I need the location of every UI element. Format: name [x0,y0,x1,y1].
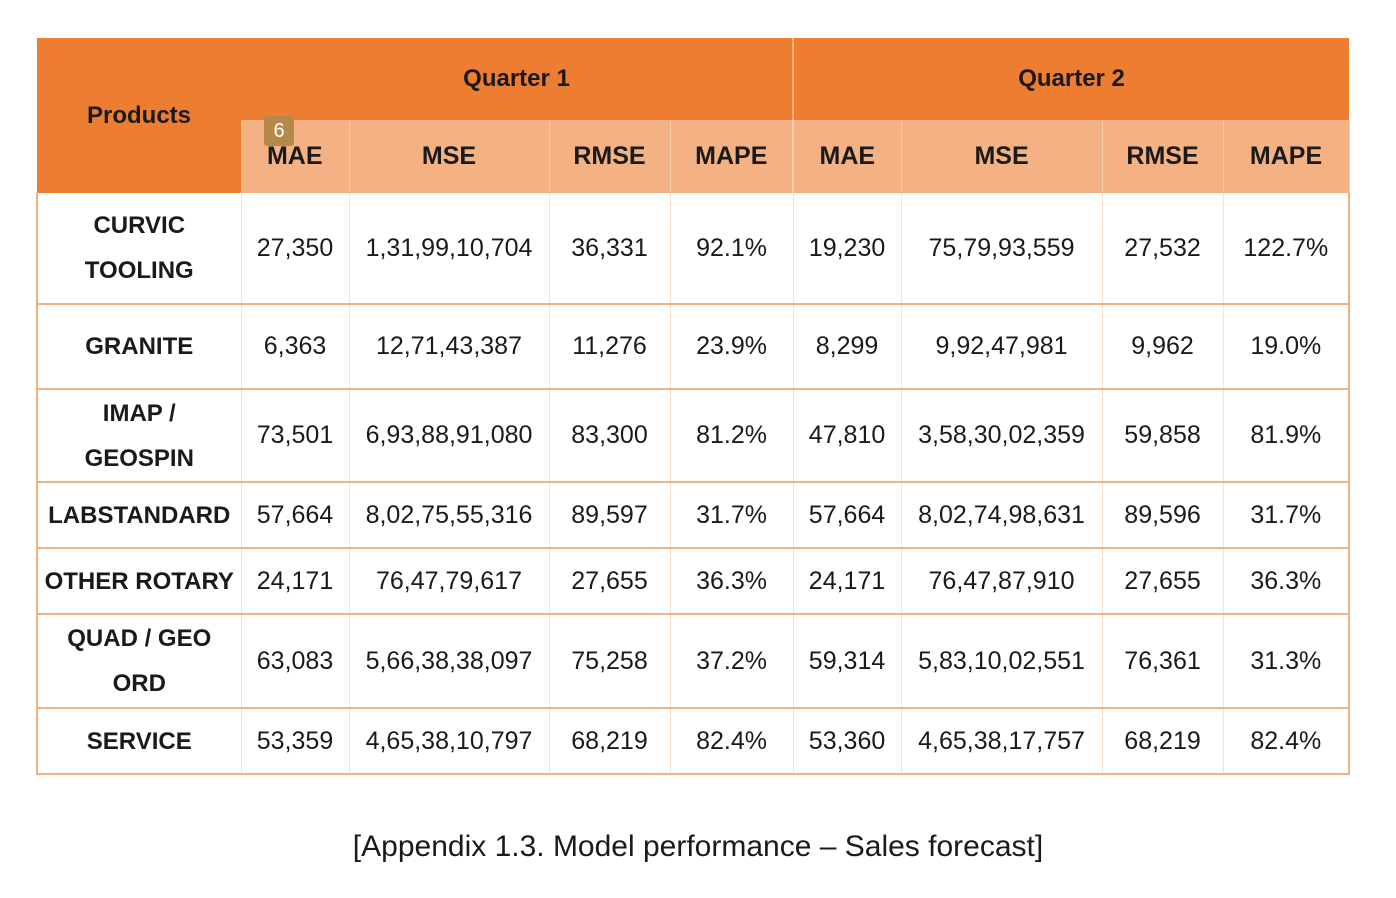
q1-mae-cell: 53,359 [241,708,350,774]
product-cell: SERVICE [36,708,242,774]
q1-mape-cell: 36.3% [670,548,794,614]
product-cell: GRANITE [36,304,242,389]
q2-mape-cell: 122.7% [1223,193,1351,304]
q2-mse-cell: 76,47,87,910 [901,548,1103,614]
q2-mse-cell: 9,92,47,981 [901,304,1103,389]
q1-mape-cell: 92.1% [670,193,794,304]
q1-rmse-cell: 27,655 [549,548,671,614]
q2-mse-cell: 4,65,38,17,757 [901,708,1103,774]
q2-mape-cell: 36.3% [1223,548,1351,614]
q1-mse-cell: 6,93,88,91,080 [349,389,550,482]
metric-header-q1-mse: MSE [349,120,550,193]
table-row: LABSTANDARD 57,664 8,02,75,55,316 89,597… [36,482,1351,548]
q2-mape-cell: 31.7% [1223,482,1351,548]
product-cell: LABSTANDARD [36,482,242,548]
q2-mse-cell: 75,79,93,559 [901,193,1103,304]
product-cell: OTHER ROTARY [36,548,242,614]
product-cell: QUAD / GEO ORD [36,614,242,708]
product-name-line1: LABSTANDARD [48,501,231,529]
header-row-quarters: Products Quarter 1 Quarter 2 [37,38,1350,193]
q1-rmse-cell: 83,300 [549,389,671,482]
metric-header-q2-mae: MAE [792,120,902,193]
q2-mape-cell: 82.4% [1223,708,1351,774]
q1-mape-cell: 37.2% [670,614,794,708]
products-header: Products [37,38,241,193]
q1-mae-cell: 24,171 [241,548,350,614]
q2-rmse-cell: 89,596 [1102,482,1224,548]
product-name-line1: IMAP / [102,399,176,427]
q1-mae-cell: 27,350 [241,193,350,304]
product-name-line1: QUAD / GEO [67,625,212,652]
product-name-line2: ORD [112,670,166,697]
q1-mae-cell: 6,363 [241,304,350,389]
q1-mape-cell: 81.2% [670,389,794,482]
table-caption: [Appendix 1.3. Model performance – Sales… [352,830,1044,863]
product-name-line2: TOOLING [84,257,194,284]
q2-rmse-cell: 68,219 [1102,708,1224,774]
q1-rmse-cell: 11,276 [549,304,671,389]
header-row-metrics: 6 MAE MSE RMSE MAPE MAE MSE RMSE MAPE [37,116,1350,193]
metric-header-q1-rmse: RMSE [549,120,671,193]
q2-rmse-cell: 59,858 [1102,389,1224,482]
q2-mae-cell: 53,360 [792,708,902,774]
q1-rmse-cell: 89,597 [549,482,671,548]
product-name-line1: CURVIC [93,212,186,239]
model-performance-table-container: Products Quarter 1 Quarter 2 6 MAE MSE R… [36,38,1351,775]
q2-mae-cell: 59,314 [792,614,902,708]
quarter-2-header: Quarter 2 [792,38,1350,120]
q1-mse-cell: 4,65,38,10,797 [349,708,550,774]
metric-header-q2-mse: MSE [901,120,1103,193]
product-name-line1: GRANITE [85,333,194,360]
table-row: OTHER ROTARY 24,171 76,47,79,617 27,655 … [36,548,1351,614]
q1-mse-cell: 76,47,79,617 [349,548,550,614]
product-name-line2: GEOSPIN [84,444,194,472]
q1-mse-cell: 12,71,43,387 [349,304,550,389]
q1-mape-cell: 82.4% [670,708,794,774]
q2-mae-cell: 57,664 [792,482,902,548]
product-name-line1: SERVICE [86,727,192,755]
q1-rmse-cell: 36,331 [549,193,671,304]
metric-header-q2-rmse: RMSE [1102,120,1224,193]
q1-mape-cell: 23.9% [670,304,794,389]
table-row: GRANITE 6,363 12,71,43,387 11,276 23.9% … [36,304,1351,389]
q2-mae-cell: 8,299 [792,304,902,389]
q1-mae-cell: 73,501 [241,389,350,482]
q2-rmse-cell: 27,532 [1102,193,1224,304]
q2-mae-cell: 47,810 [792,389,902,482]
q2-mae-cell: 19,230 [792,193,902,304]
product-cell: IMAP / GEOSPIN [36,389,242,482]
q2-rmse-cell: 76,361 [1102,614,1224,708]
q2-mape-cell: 31.3% [1223,614,1351,708]
q1-mape-cell: 31.7% [670,482,794,548]
q2-rmse-cell: 9,962 [1102,304,1224,389]
metric-header-q2-mape: MAPE [1223,120,1350,193]
q2-mse-cell: 3,58,30,02,359 [901,389,1103,482]
quarter-1-header: Quarter 1 [241,38,794,120]
q2-mae-cell: 24,171 [792,548,902,614]
q1-mae-cell: 63,083 [241,614,350,708]
page-number-marker: 6 [264,116,294,146]
q1-mae-cell: 57,664 [241,482,350,548]
q2-rmse-cell: 27,655 [1102,548,1224,614]
metric-header-q1-mae: 6 MAE [241,116,350,193]
table-row: SERVICE 53,359 4,65,38,10,797 68,219 82.… [36,708,1351,774]
model-performance-table: Products Quarter 1 Quarter 2 6 MAE MSE R… [36,38,1351,775]
q1-mse-cell: 1,31,99,10,704 [349,193,550,304]
q1-rmse-cell: 75,258 [549,614,671,708]
q2-mse-cell: 8,02,74,98,631 [901,482,1103,548]
q1-rmse-cell: 68,219 [549,708,671,774]
metric-label: MAE [266,142,323,170]
product-name-line1: OTHER ROTARY [44,567,234,595]
q2-mape-cell: 81.9% [1223,389,1351,482]
q1-mse-cell: 5,66,38,38,097 [349,614,550,708]
table-row: CURVIC TOOLING 27,350 1,31,99,10,704 36,… [36,193,1351,304]
q1-mse-cell: 8,02,75,55,316 [349,482,550,548]
q2-mse-cell: 5,83,10,02,551 [901,614,1103,708]
product-cell: CURVIC TOOLING [36,193,242,304]
q2-mape-cell: 19.0% [1223,304,1351,389]
metric-header-q1-mape: MAPE [670,120,794,193]
table-row: QUAD / GEO ORD 63,083 5,66,38,38,097 75,… [36,614,1351,708]
table-row: IMAP / GEOSPIN 73,501 6,93,88,91,080 83,… [36,389,1351,482]
